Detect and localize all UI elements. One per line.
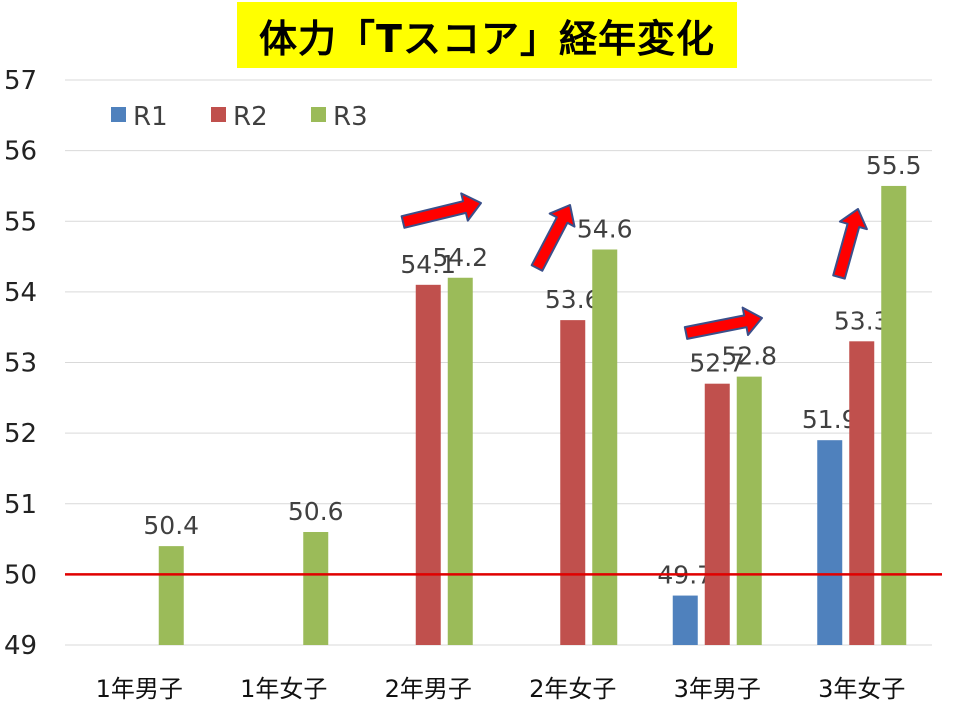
y-tick-label: 55 xyxy=(4,207,37,237)
legend-label: R3 xyxy=(333,102,368,132)
data-label: 52.8 xyxy=(721,342,777,371)
data-label: 50.6 xyxy=(288,497,344,526)
y-tick-label: 50 xyxy=(4,560,37,590)
legend-swatch xyxy=(211,107,226,122)
x-tick-label: 1年女子 xyxy=(240,675,327,703)
bar-r2 xyxy=(704,383,730,645)
y-tick-label: 53 xyxy=(4,349,37,379)
y-tick-label: 51 xyxy=(4,490,37,520)
x-tick-label: 2年男子 xyxy=(385,675,472,703)
y-tick-label: 54 xyxy=(4,278,37,308)
y-tick-label: 57 xyxy=(4,66,37,96)
legend-swatch xyxy=(311,107,326,122)
data-label: 55.5 xyxy=(866,151,922,180)
bar-r3 xyxy=(158,546,184,645)
data-label: 52.7 xyxy=(689,349,745,378)
y-tick-label: 56 xyxy=(4,137,37,167)
chart-title-box: 体力「Tスコア」経年変化 xyxy=(237,2,737,68)
bar-r2 xyxy=(415,284,441,645)
bar-r3 xyxy=(881,185,907,645)
x-tick-label: 3年女子 xyxy=(818,675,905,703)
y-tick-label: 52 xyxy=(4,419,37,449)
data-label: 53.6 xyxy=(545,285,601,314)
x-tick-label: 1年男子 xyxy=(96,675,183,703)
data-label: 50.4 xyxy=(143,511,199,540)
data-label: 54.2 xyxy=(432,243,488,272)
bar-r2 xyxy=(849,341,875,645)
bar-r3 xyxy=(303,532,329,645)
x-tick-label: 2年女子 xyxy=(529,675,616,703)
data-label: 54.6 xyxy=(577,215,633,244)
bar-r1 xyxy=(817,440,843,645)
trend-arrow xyxy=(530,204,576,272)
trend-arrow xyxy=(683,306,763,340)
data-label: 53.3 xyxy=(834,306,890,335)
y-tick-label: 49 xyxy=(4,631,37,661)
data-label: 51.9 xyxy=(802,405,858,434)
legend-label: R1 xyxy=(133,102,168,132)
data-label: 54.1 xyxy=(400,250,456,279)
bar-r2 xyxy=(560,320,586,645)
bar-r3 xyxy=(736,376,762,645)
legend-label: R2 xyxy=(233,102,268,132)
x-tick-label: 3年男子 xyxy=(674,675,761,703)
trend-arrow xyxy=(832,208,868,280)
chart-title: 体力「Tスコア」経年変化 xyxy=(259,16,715,61)
trend-arrow xyxy=(400,192,482,229)
bar-r1 xyxy=(672,595,698,645)
bar-r3 xyxy=(592,249,618,645)
legend-swatch xyxy=(111,107,126,122)
bar-r3 xyxy=(447,277,473,645)
